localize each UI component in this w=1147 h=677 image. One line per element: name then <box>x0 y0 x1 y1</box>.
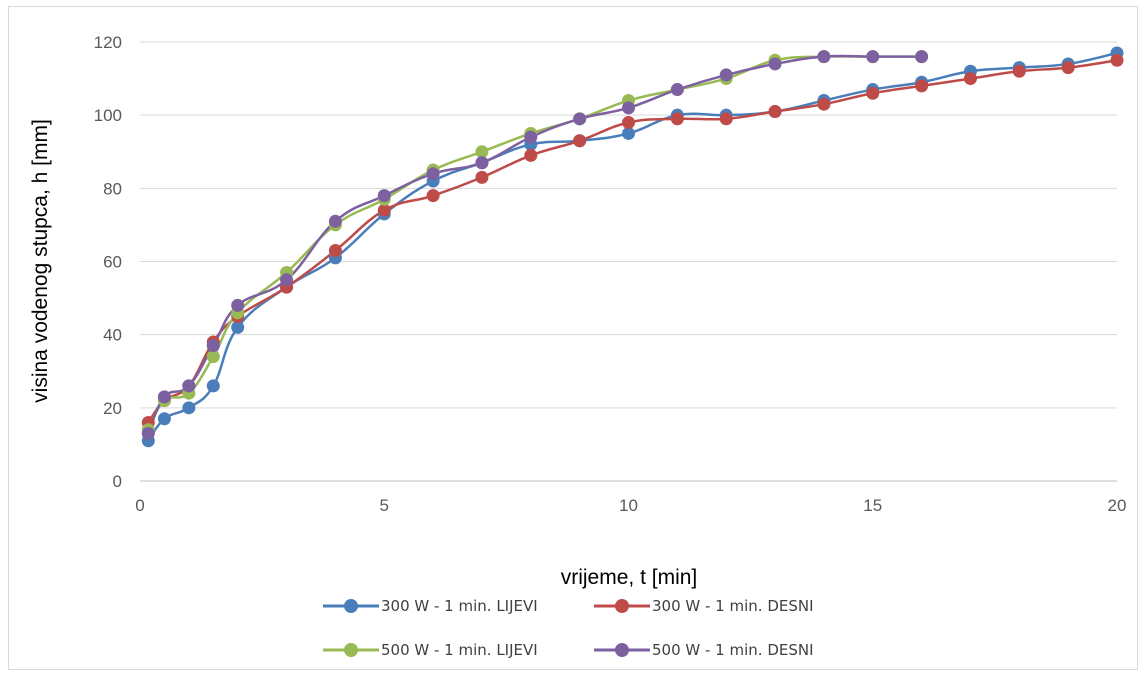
legend-swatch-marker <box>615 643 629 657</box>
series-line-2 <box>147 59 1119 424</box>
data-point-series-2 <box>670 112 684 126</box>
x-axis-title: vrijeme, t [min] <box>561 566 698 589</box>
data-point-series-4 <box>328 214 342 228</box>
data-point-series-2 <box>1012 64 1026 78</box>
y-tick-labels: 0 20 40 60 80 100 120 <box>94 33 122 491</box>
y-tick-label: 120 <box>94 33 122 52</box>
data-point-series-1 <box>231 320 245 334</box>
data-point-series-3 <box>206 350 220 364</box>
x-tick-label: 5 <box>380 496 389 515</box>
data-point-series-2 <box>1061 61 1075 75</box>
legend-label: 300 W - 1 min. DESNI <box>652 597 814 615</box>
data-point-series-2 <box>963 72 977 86</box>
data-point-series-2 <box>573 134 587 148</box>
data-point-series-1 <box>206 379 220 393</box>
data-point-series-4 <box>475 156 489 170</box>
data-point-series-4 <box>377 189 391 203</box>
data-point-series-4 <box>182 379 196 393</box>
y-tick-label: 80 <box>103 179 122 198</box>
data-point-series-2 <box>866 86 880 100</box>
x-tick-labels: 0 5 10 15 20 <box>135 496 1126 515</box>
data-point-series-4 <box>622 101 635 115</box>
data-point-series-2 <box>768 105 782 119</box>
data-point-series-1 <box>182 401 196 415</box>
chart-frame <box>8 6 1138 670</box>
data-point-series-4 <box>426 167 440 181</box>
data-point-series-2 <box>475 170 489 184</box>
data-point-series-4 <box>206 339 220 353</box>
data-point-series-4 <box>141 426 155 440</box>
legend-swatch-marker <box>615 599 629 613</box>
y-tick-label: 100 <box>94 106 122 125</box>
x-tick-label: 20 <box>1108 496 1127 515</box>
data-point-series-4 <box>280 273 294 287</box>
data-point-series-4 <box>719 68 733 82</box>
x-tick-label: 15 <box>863 496 882 515</box>
x-tick-label: 10 <box>619 496 638 515</box>
legend-label: 500 W - 1 min. DESNI <box>652 641 814 659</box>
data-point-series-2 <box>719 112 733 126</box>
series-line-4 <box>147 54 923 435</box>
data-point-series-2 <box>377 203 391 217</box>
data-point-series-2 <box>915 79 929 93</box>
legend-label: 300 W - 1 min. LIJEVI <box>381 597 538 615</box>
data-point-series-4 <box>524 130 538 144</box>
legend-label: 500 W - 1 min. LIJEVI <box>381 641 538 659</box>
series-line-3 <box>147 55 923 432</box>
y-tick-label: 0 <box>113 472 122 491</box>
legend-swatch-marker <box>344 599 358 613</box>
data-point-series-4 <box>866 50 880 64</box>
x-tick-label: 0 <box>135 496 144 515</box>
legend-swatch-marker <box>344 643 358 657</box>
y-axis-title: visina vodenog stupca, h [mm] <box>29 119 52 403</box>
data-point-series-2 <box>524 148 538 162</box>
y-tick-label: 40 <box>103 326 122 345</box>
data-point-series-1 <box>157 412 171 426</box>
legend: 300 W - 1 min. LIJEVI 300 W - 1 min. DESN… <box>323 597 814 659</box>
data-point-series-3 <box>475 145 489 159</box>
data-point-series-4 <box>915 50 929 64</box>
data-point-series-4 <box>157 390 171 404</box>
data-point-series-4 <box>670 83 684 97</box>
y-tick-label: 20 <box>103 399 122 418</box>
data-point-series-2 <box>426 189 440 203</box>
series-points <box>141 46 1124 448</box>
data-point-series-1 <box>622 126 635 140</box>
data-point-series-4 <box>768 57 782 71</box>
data-point-series-2 <box>328 244 342 258</box>
y-tick-label: 60 <box>103 253 122 272</box>
data-point-series-4 <box>573 112 587 126</box>
data-point-series-2 <box>622 115 635 129</box>
data-point-series-2 <box>1110 53 1124 67</box>
data-point-series-2 <box>817 97 831 111</box>
data-point-series-4 <box>231 298 245 312</box>
data-point-series-4 <box>817 50 831 64</box>
